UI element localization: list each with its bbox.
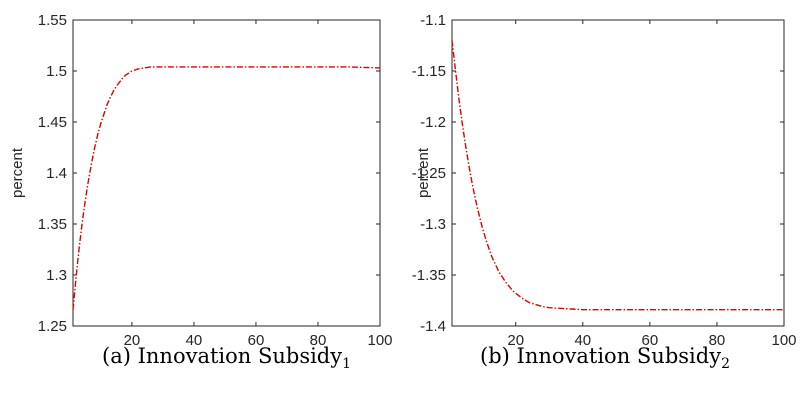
caption-a-prefix: (a) <box>102 344 131 368</box>
caption-b-prefix: (b) <box>480 344 510 368</box>
axes-box-b <box>451 19 785 327</box>
caption-a-text: Innovation Subsidy <box>137 344 343 368</box>
x-tick-label-b: 40 <box>574 332 591 349</box>
x-tick-label-a: 60 <box>248 332 265 349</box>
axes-box-a <box>72 19 381 327</box>
y-tick-label-a: 1.35 <box>38 216 67 233</box>
y-tick-label-b: -1.2 <box>420 114 446 131</box>
y-axis-label-b: percent <box>415 147 432 198</box>
y-tick-label-b: -1.15 <box>412 63 446 80</box>
chart-b: 20 40 60 80 100 -1.4 -1.35 -1.3 -1.25 -1.2 -1.15 -1… <box>412 12 797 349</box>
y-tick-label-a: 1.45 <box>38 114 67 131</box>
x-tick-label-a: 80 <box>310 332 327 349</box>
y-tick-label-b: -1.25 <box>412 165 446 182</box>
y-tick-label-a: 1.4 <box>46 165 67 182</box>
x-tick-label-b: 80 <box>709 332 726 349</box>
caption-b: (b) Innovation Subsidy2 <box>480 344 730 372</box>
y-tick-label-a: 1.25 <box>38 318 67 335</box>
x-tick-label-b: 20 <box>507 332 524 349</box>
y-tick-label-b: -1.35 <box>412 267 446 284</box>
y-tick-label-b: -1.4 <box>420 318 446 335</box>
chart-a: 20 40 60 80 100 1.25 1.3 1.35 1.4 1.45 1.5 1.55 perc… <box>9 12 393 349</box>
y-tick-label-a: 1.3 <box>46 267 67 284</box>
x-tick-label-a: 100 <box>367 332 392 349</box>
caption-a-sub: 1 <box>342 356 352 373</box>
x-tick-label-a: 20 <box>124 332 141 349</box>
y-tick-label-b: -1.3 <box>420 216 446 233</box>
x-tick-label-b: 100 <box>771 332 796 349</box>
caption-b-sub: 2 <box>721 356 730 373</box>
x-tick-label-b: 60 <box>642 332 659 349</box>
y-tick-label-a: 1.55 <box>38 12 67 29</box>
y-tick-label-b: -1.1 <box>420 12 446 29</box>
x-tick-label-a: 40 <box>186 332 203 349</box>
y-axis-label-a: percent <box>9 147 26 198</box>
series-line-a <box>72 66 381 310</box>
caption-b-text: Innovation Subsidy <box>516 344 722 368</box>
y-tick-label-a: 1.5 <box>46 63 67 80</box>
caption-a: (a) Innovation Subsidy1 <box>102 344 351 372</box>
series-line-b <box>451 40 784 311</box>
